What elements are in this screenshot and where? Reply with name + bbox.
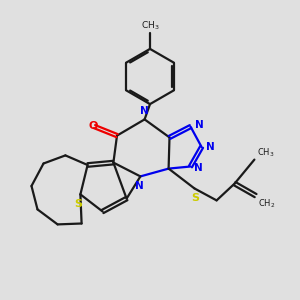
- Text: N: N: [140, 106, 149, 116]
- Text: CH$_3$: CH$_3$: [141, 19, 159, 32]
- Text: N: N: [135, 181, 144, 191]
- Text: N: N: [206, 142, 215, 152]
- Text: S: S: [74, 199, 82, 209]
- Text: S: S: [191, 193, 199, 203]
- Text: N: N: [195, 120, 203, 130]
- Text: N: N: [194, 163, 203, 173]
- Text: CH$_2$: CH$_2$: [258, 198, 275, 211]
- Text: CH$_3$: CH$_3$: [257, 146, 274, 159]
- Text: O: O: [88, 121, 98, 131]
